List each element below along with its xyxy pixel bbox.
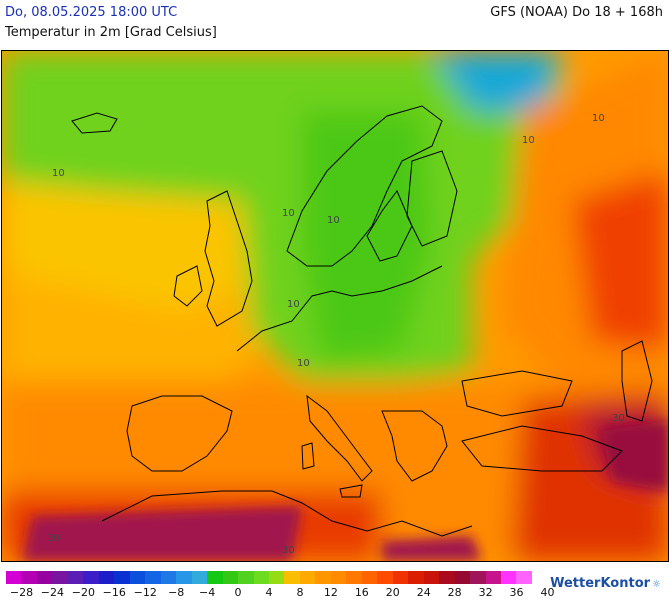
colorbar-tick-label: −24 — [40, 586, 65, 599]
colorbar-tick-label: 24 — [416, 586, 431, 599]
colorbar-tick-label: −16 — [102, 586, 126, 599]
colorbar-tick-label: 32 — [478, 586, 493, 599]
colorbar-swatch — [207, 571, 223, 584]
colorbar-swatch — [253, 571, 269, 584]
colorbar-tick-label: 28 — [447, 586, 462, 599]
colorbar-swatch — [145, 571, 161, 584]
contour-label: 30 — [612, 413, 625, 424]
colorbar-tick-label: −8 — [168, 586, 185, 599]
map-canvas: 10 10 10 10 10 10 10 30 30 30 — [2, 51, 668, 561]
colorbar-tick-label: −28 — [9, 586, 34, 599]
colorbar-swatch — [439, 571, 455, 584]
contour-label: 30 — [282, 545, 295, 556]
colorbar-tick-label: 12 — [323, 586, 338, 599]
colorbar-tick-label: 0 — [234, 586, 242, 599]
colorbar-tick-label: 20 — [385, 586, 400, 599]
colorbar-tick-label: 36 — [509, 586, 524, 599]
forecast-datetime: Do, 08.05.2025 18:00 UTC — [5, 5, 178, 20]
colorbar-swatch — [392, 571, 409, 584]
colorbar-tick-label: 16 — [354, 586, 369, 599]
colorbar-swatch — [6, 571, 22, 584]
contour-label: 10 — [287, 299, 300, 310]
colorbar-tick-label: 8 — [296, 586, 304, 599]
coastlines — [71, 105, 653, 537]
colorbar-swatch — [268, 571, 285, 584]
colorbar-swatch — [21, 571, 37, 584]
colorbar-swatch — [454, 571, 471, 584]
colorbar-swatch — [485, 571, 501, 584]
contour-label: 10 — [282, 208, 295, 219]
colorbar-swatch — [377, 571, 393, 584]
colorbar-swatch — [346, 571, 362, 584]
wetterkontor-logo: WetterKontor ☼ — [550, 576, 661, 591]
contour-label: 10 — [522, 135, 535, 146]
temperature-map[interactable]: 10 10 10 10 10 10 10 30 30 30 — [1, 50, 669, 562]
temperature-field — [2, 51, 668, 561]
colorbar-swatch — [222, 571, 239, 584]
colorbar-swatch — [470, 571, 486, 584]
hot-core-field — [22, 421, 668, 561]
colorbar-swatch — [330, 571, 347, 584]
colorbar-tick-label: 4 — [265, 586, 273, 599]
contour-labels: 10 10 10 10 10 10 10 30 30 30 — [47, 113, 625, 556]
contour-label: 10 — [52, 168, 65, 179]
contour-label: 10 — [592, 113, 605, 124]
model-run-label: GFS (NOAA) Do 18 + 168h — [490, 5, 663, 20]
colorbar-swatch — [516, 571, 532, 584]
colorbar-swatch — [83, 571, 99, 584]
colorbar-swatch — [501, 571, 517, 584]
colorbar-swatch — [160, 571, 177, 584]
contour-label: 10 — [327, 215, 340, 226]
colorbar-swatch — [315, 571, 331, 584]
logo-swirl-icon: ☼ — [652, 579, 661, 590]
colorbar-swatch — [36, 571, 53, 584]
colorbar-swatch — [191, 571, 208, 584]
colorbar-tick-label: 40 — [540, 586, 555, 599]
colorbar-swatch — [98, 571, 115, 584]
colorbar-swatch — [299, 571, 316, 584]
contour-label: 30 — [47, 533, 60, 544]
colorbar-swatch — [238, 571, 254, 584]
colorbar-ticks: −28 −24 −20 −16 −12 −8 −4 0 4 8 12 16 20 24 28 32 36 40 — [0, 586, 555, 600]
colorbar-swatch — [361, 571, 378, 584]
colorbar-swatch — [176, 571, 192, 584]
contour-label: 10 — [297, 358, 310, 369]
colorbar-swatch — [408, 571, 424, 584]
colorbar-swatch — [129, 571, 146, 584]
colorbar-tick-label: −4 — [199, 586, 216, 599]
colorbar-swatch — [423, 571, 440, 584]
colorbar-swatch — [114, 571, 130, 584]
colorbar-tick-label: −12 — [133, 586, 157, 599]
colorbar-swatch — [52, 571, 68, 584]
parameter-title: Temperatur in 2m [Grad Celsius] — [5, 25, 217, 40]
temperature-colorbar — [6, 571, 532, 584]
colorbar-swatch — [67, 571, 84, 584]
colorbar-swatch — [284, 571, 300, 584]
colorbar-tick-label: −20 — [71, 586, 95, 599]
